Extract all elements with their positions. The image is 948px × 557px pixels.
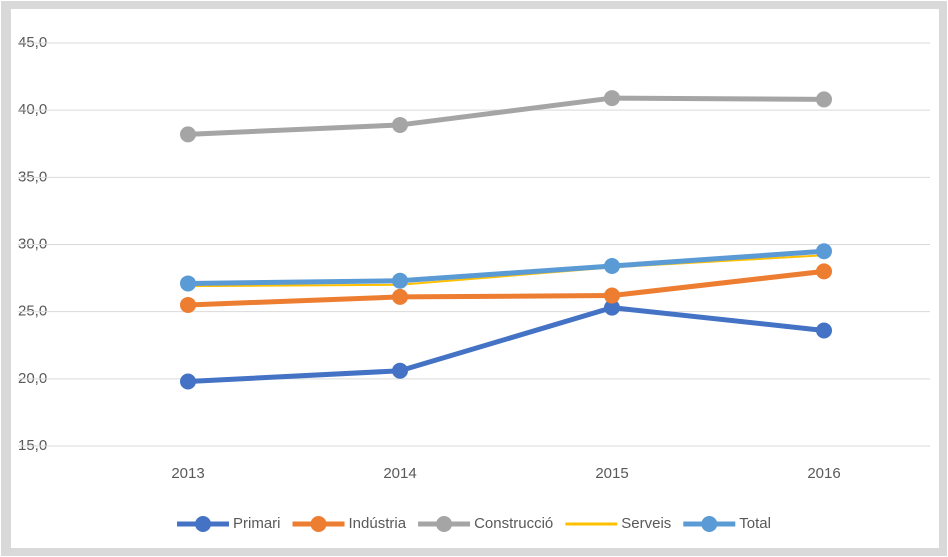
series-marker	[816, 243, 832, 260]
y-tick-label: 40,0	[18, 101, 47, 118]
legend-label: Indústria	[349, 515, 407, 532]
series-marker	[180, 296, 196, 313]
x-tick-label: 2014	[383, 465, 416, 482]
series-line	[187, 254, 825, 288]
series-line	[187, 248, 825, 286]
series-marker	[604, 287, 620, 304]
legend-label: Total	[739, 515, 771, 532]
series-marker	[392, 116, 408, 133]
series-marker	[604, 257, 620, 274]
y-tick-label: 15,0	[18, 437, 47, 454]
series-marker	[392, 362, 408, 379]
legend-label: Serveis	[621, 515, 671, 532]
y-tick-label: 35,0	[18, 168, 47, 185]
series-marker	[604, 299, 620, 316]
series-marker	[604, 90, 620, 107]
x-tick-label: 2015	[595, 465, 628, 482]
y-tick-label: 25,0	[18, 303, 47, 320]
series-marker	[816, 322, 832, 339]
legend-label: Construcció	[474, 515, 553, 532]
series-marker	[392, 272, 408, 289]
y-tick-label: 45,0	[18, 34, 47, 51]
x-tick-label: 2016	[807, 465, 840, 482]
series-marker	[180, 126, 196, 143]
y-tick-label: 30,0	[18, 235, 47, 252]
legend-marker	[195, 516, 212, 532]
chart-frame-left	[1, 1, 11, 556]
legend-marker	[701, 516, 718, 532]
x-tick-label: 2013	[171, 465, 204, 482]
series-marker	[180, 373, 196, 390]
legend-marker	[436, 516, 453, 532]
series-marker	[816, 91, 832, 108]
series-line	[187, 268, 825, 308]
series-line	[187, 305, 825, 385]
series-marker	[180, 275, 196, 292]
series-marker	[392, 288, 408, 305]
series-line	[187, 95, 825, 137]
y-tick-label: 20,0	[18, 370, 47, 387]
legend-label: Primari	[233, 515, 281, 532]
series-marker	[816, 263, 832, 280]
legend-marker	[310, 516, 327, 532]
